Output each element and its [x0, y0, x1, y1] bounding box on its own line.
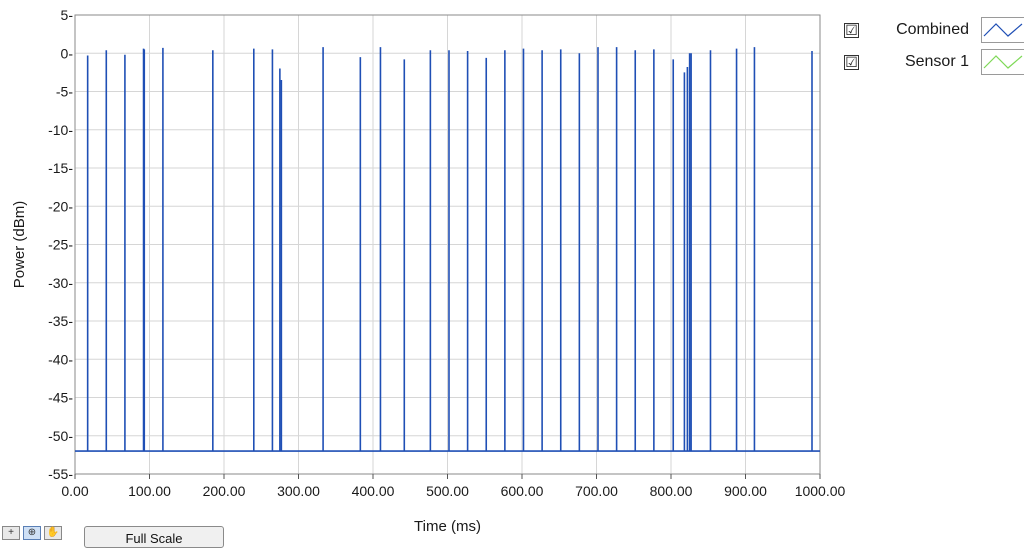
y-tick-label: -30- [48, 275, 73, 291]
x-tick-label: 500.00 [426, 483, 469, 499]
series-layer [75, 47, 820, 452]
y-tick-label: -25- [48, 237, 73, 253]
y-tick-label: 0- [61, 45, 74, 61]
x-tick-label: 600.00 [501, 483, 544, 499]
y-tick-label: -35- [48, 313, 73, 329]
legend-item-sensor-1: ☑ Sensor 1 [844, 46, 1024, 78]
series-combined [75, 47, 820, 452]
y-axis-ticks: 5- 0- -5- -10- -15- -20- -25- -30- -35- -40- -45- -… [48, 7, 73, 482]
x-tick-label: 0.00 [61, 483, 88, 499]
y-tick-label: -10- [48, 122, 73, 138]
graph-palette: + ⊕ ✋ [2, 526, 62, 540]
x-tick-label: 800.00 [650, 483, 693, 499]
y-tick-label: -45- [48, 390, 73, 406]
legend-item-combined: ☑ Combined [844, 14, 1024, 46]
x-tick-label: 1000.00 [795, 483, 846, 499]
sensor-1-checkbox[interactable]: ☑ [844, 54, 859, 70]
y-tick-label: 5- [61, 7, 74, 23]
y-axis-title: Power (dBm) [11, 201, 28, 289]
x-axis-title: Time (ms) [414, 518, 481, 535]
x-tick-label: 200.00 [203, 483, 246, 499]
y-tick-label: -5- [56, 84, 73, 100]
y-tick-label: -40- [48, 351, 73, 367]
combined-line-swatch-icon[interactable] [981, 17, 1024, 43]
x-tick-label: 700.00 [575, 483, 618, 499]
grid-lines [75, 15, 820, 474]
graph-toolbar: + ⊕ ✋ Full Scale [0, 526, 224, 548]
full-scale-button[interactable]: Full Scale [84, 526, 224, 548]
combined-checkbox[interactable]: ☑ [844, 22, 859, 38]
y-tick-label: -15- [48, 160, 73, 176]
y-tick-label: -50- [48, 428, 73, 444]
x-axis-ticks: 0.00 100.00 200.00 300.00 400.00 500.00 600.00… [61, 474, 846, 499]
x-tick-label: 900.00 [724, 483, 767, 499]
legend-label-combined: Combined [896, 21, 969, 38]
x-tick-label: 400.00 [352, 483, 395, 499]
y-tick-label: -55- [48, 466, 73, 482]
y-tick-label: -20- [48, 198, 73, 214]
sensor-1-line-swatch-icon[interactable] [981, 49, 1024, 75]
x-tick-label: 300.00 [277, 483, 320, 499]
legend: ☑ Combined ☑ Sensor 1 [844, 14, 1024, 78]
legend-label-sensor-1: Sensor 1 [904, 53, 969, 70]
x-tick-label: 100.00 [128, 483, 171, 499]
